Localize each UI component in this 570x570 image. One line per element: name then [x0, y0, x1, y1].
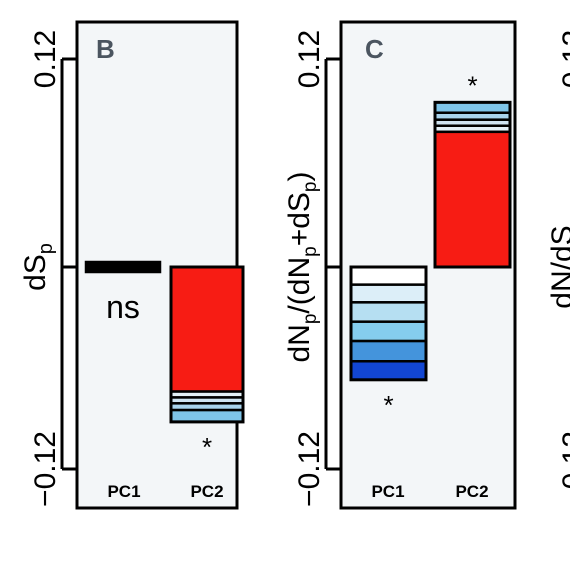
panel-b-y-axis-label-main: dS — [19, 254, 52, 291]
panel-c-bars: ** — [349, 70, 512, 420]
panel-c: C 0.12 −0.12 dNp/(dNp+dSp) ** PC1 PC2 — [283, 20, 517, 510]
panel-b-bar-pc1-segment-0 — [84, 260, 162, 274]
panel-b: B 0.12 −0.12 dSp ns * PC1 PC2 — [19, 20, 245, 510]
panel-d-tick-top: 0.12 — [557, 30, 570, 88]
panel-c-category-pc2: PC2 — [455, 482, 488, 501]
panel-c-bar-pc1-segment-5 — [349, 360, 428, 382]
panel-c-y-axis-label-part-1: dN — [283, 324, 316, 362]
panel-c-category-pc1: PC1 — [371, 482, 404, 501]
panel-b-bars: ns * — [84, 260, 245, 462]
panel-d-partial: 0.12 −0.12 dN/dS — [546, 30, 570, 507]
panel-c-bar-pc1-segment-2 — [349, 301, 428, 323]
panel-c-bar-pc1-segment-3 — [349, 320, 428, 343]
panel-b-category-pc2: PC2 — [190, 482, 223, 501]
panel-b-bar-pc2-segment-4 — [169, 408, 245, 424]
panel-c-y-axis-label-part-3: +dS — [283, 192, 316, 246]
panel-c-bar-pc2-segment-4 — [433, 101, 512, 114]
panel-c-bar-pc1-segment-0 — [349, 265, 428, 286]
panel-c-y-axis-label-part-4: ) — [283, 172, 316, 182]
panel-b-tick-bottom: −0.12 — [29, 431, 62, 507]
panel-c-tick-top: 0.12 — [293, 30, 326, 88]
panel-b-letter: B — [96, 34, 115, 64]
panel-c-letter: C — [365, 34, 384, 64]
panel-b-y-axis-label-sub: p — [35, 243, 57, 254]
panel-c-y-axis-label: dNp/(dNp+dSp) — [283, 172, 321, 363]
panel-c-bar-pc1-segment-1 — [349, 283, 428, 304]
panel-b-y-axis — [60, 57, 77, 471]
panel-d-tick-bottom: −0.12 — [557, 431, 570, 507]
panel-b-category-pc1: PC1 — [107, 482, 140, 501]
panel-c-annotation-pc1: * — [383, 390, 393, 420]
panel-c-tick-bottom: −0.12 — [293, 431, 326, 507]
panel-c-bar-pc1-outline — [349, 265, 428, 382]
panel-c-annotation-pc2: * — [467, 70, 477, 100]
panel-b-annotation-pc2: * — [202, 432, 212, 462]
panel-c-y-axis-label-sub-2: p — [300, 246, 321, 257]
panel-b-bar-pc2-outline — [169, 265, 245, 424]
panel-c-bar-pc2-segment-0 — [433, 130, 512, 269]
panel-c-y-axis-label-sub-3: p — [300, 182, 321, 193]
panel-b-annotation-pc1: ns — [106, 289, 140, 325]
panel-d-y-axis-label: dN/dS — [546, 225, 570, 308]
panel-c-bar-pc2-outline — [433, 100, 512, 269]
panel-c-y-axis-label-sub-1: p — [300, 314, 321, 325]
panel-c-bar-pc1-segment-4 — [349, 339, 428, 363]
panel-b-tick-top: 0.12 — [29, 30, 62, 88]
panel-b-bar-pc2-segment-0 — [169, 265, 245, 393]
panel-b-y-axis-label: dSp — [19, 243, 57, 291]
panel-c-y-axis — [324, 57, 341, 471]
panel-c-y-axis-label-part-2: /(dN — [283, 257, 316, 314]
